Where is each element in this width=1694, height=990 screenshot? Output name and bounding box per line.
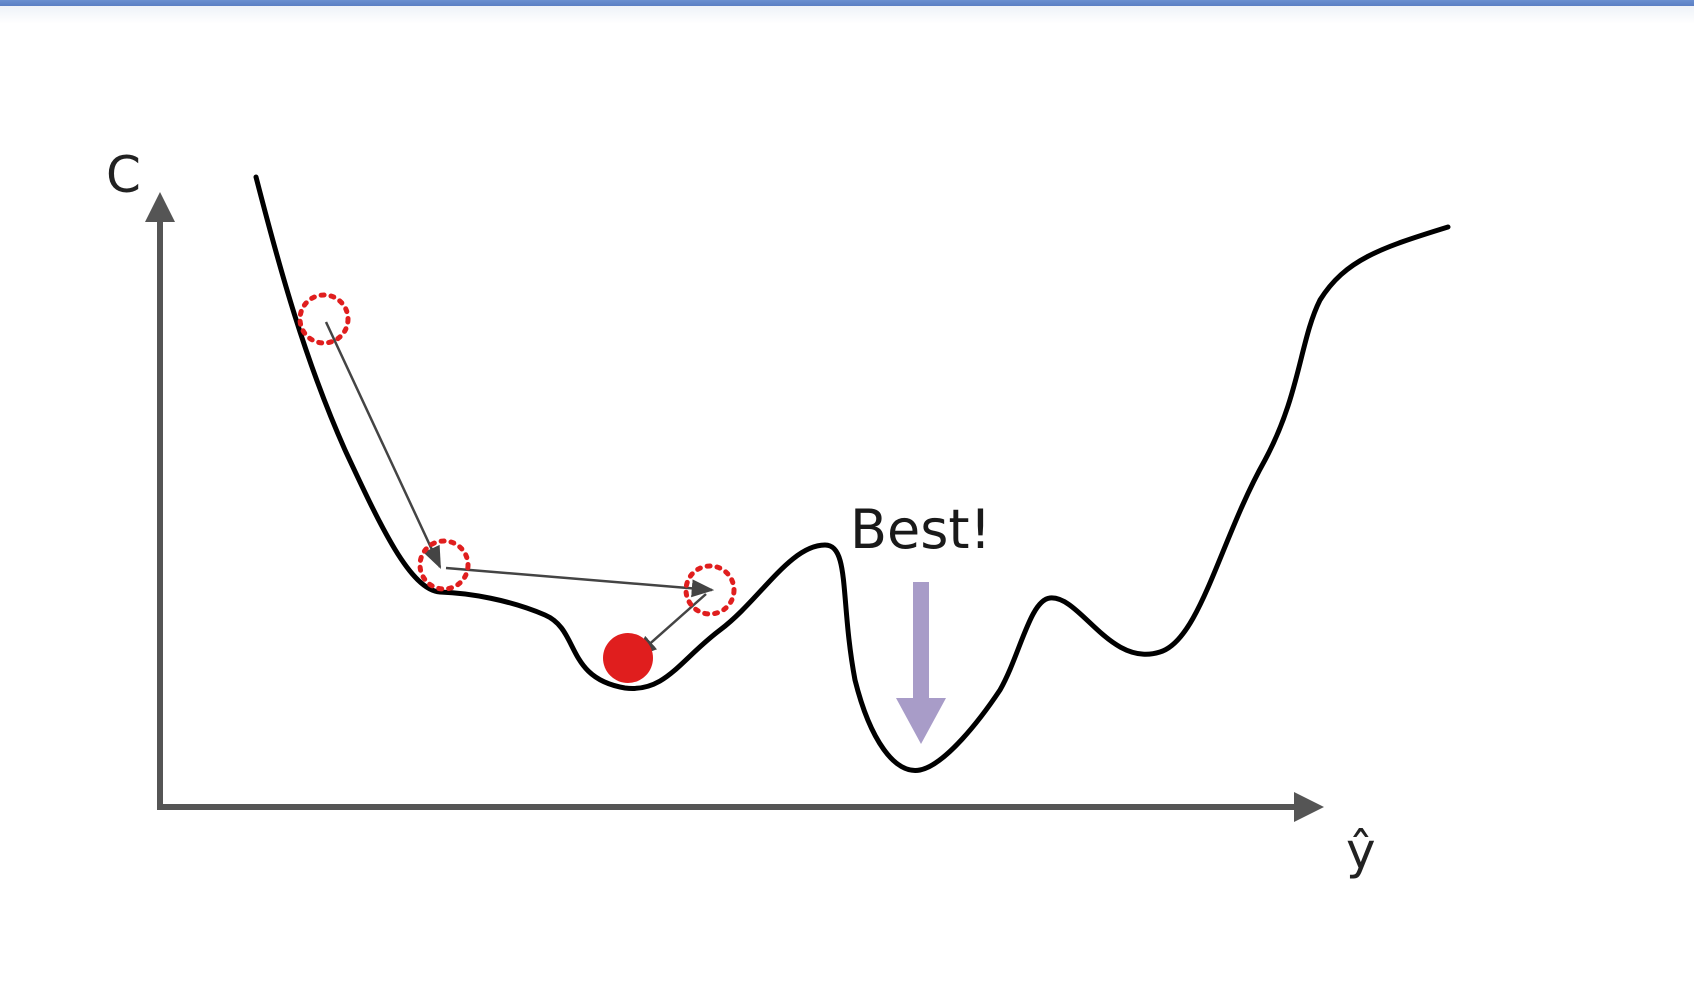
current-position-ball (603, 633, 653, 683)
cost-curve (253, 174, 1451, 773)
step-arrow-2 (445, 566, 715, 598)
step-marker-1 (297, 292, 351, 346)
step-marker-3 (683, 563, 737, 617)
best-label: Best! (850, 498, 991, 561)
best-arrow (896, 582, 946, 744)
step-marker-2 (417, 538, 471, 592)
y-axis-label: C (106, 146, 141, 204)
step-arrow-1 (324, 321, 442, 570)
window-top-bar (0, 0, 1694, 6)
x-axis-label: ŷ (1346, 822, 1376, 880)
window-top-fade (0, 6, 1694, 24)
